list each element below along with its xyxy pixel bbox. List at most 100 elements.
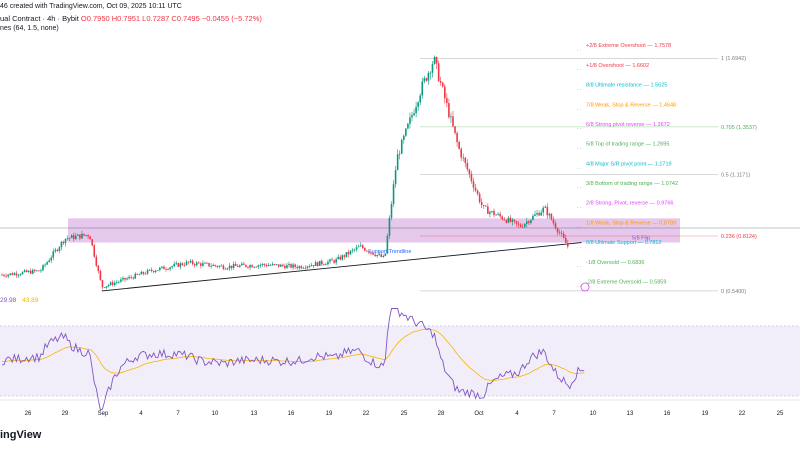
candle-body: [210, 265, 212, 267]
candle-body: [480, 202, 483, 206]
candle-body: [519, 224, 522, 227]
candle-body: [337, 256, 339, 260]
candle-body: [140, 271, 143, 275]
candle-body: [298, 266, 301, 269]
symbol-title: ual Contract · 4h · Bybit: [0, 14, 79, 23]
candle-body: [64, 238, 67, 244]
murrey-level-label: 7/8 Weak, Stop & Reverse — 1.4648: [586, 102, 676, 108]
candle-body: [409, 117, 411, 124]
candle-body: [528, 221, 530, 223]
candle-body: [271, 263, 274, 266]
candle-body: [366, 250, 368, 252]
chart-header-created: 46 created with TradingView.com, Oct 09,…: [0, 3, 182, 10]
candle-body: [58, 247, 61, 251]
candle-body: [173, 263, 175, 267]
candle-body: [435, 57, 438, 64]
murrey-marker: . .: [577, 145, 581, 151]
candle-body: [433, 57, 436, 64]
candle-body: [487, 206, 489, 214]
candle-body: [236, 265, 239, 267]
x-tick-label: 13: [627, 411, 634, 417]
candle-body: [544, 206, 547, 208]
tradingview-logo: ingView: [0, 429, 42, 441]
candle-body: [247, 266, 249, 268]
candle-body: [357, 246, 360, 248]
candle-body: [253, 266, 255, 268]
candle-body: [189, 260, 192, 263]
murrey-marker: . .: [577, 86, 581, 92]
candle-body: [261, 263, 264, 265]
x-tick-label: 16: [664, 411, 671, 417]
candle-body: [85, 235, 87, 236]
candle-body: [362, 245, 364, 249]
candle-body: [538, 213, 540, 216]
candle-body: [105, 286, 108, 288]
candle-body: [163, 266, 165, 270]
candle-body: [142, 271, 145, 274]
candle-body: [333, 260, 335, 263]
candle-body: [5, 275, 7, 277]
candle-body: [458, 142, 460, 149]
candle-body: [392, 184, 395, 204]
candle-body: [345, 252, 348, 257]
candle-body: [198, 262, 200, 264]
candle-body: [228, 265, 231, 269]
candle-body: [464, 157, 467, 163]
candle-body: [226, 268, 229, 270]
candle-body: [550, 213, 553, 220]
candle-body: [187, 261, 190, 263]
candle-body: [185, 261, 188, 266]
candle-body: [314, 262, 317, 267]
candle-body: [341, 255, 344, 260]
candle-body: [150, 269, 153, 271]
candle-body: [491, 210, 493, 212]
candle-body: [265, 265, 268, 267]
x-tick-label: 26: [25, 411, 32, 417]
candle-body: [36, 270, 38, 272]
candle-body: [77, 234, 79, 236]
murrey-level-label: +1/8 Overshoot — 1.6602: [586, 63, 649, 69]
candle-body: [329, 259, 331, 262]
candle-body: [202, 263, 204, 266]
candle-body: [534, 214, 536, 216]
candle-body: [218, 265, 221, 267]
candle-body: [50, 257, 52, 261]
candle-body: [386, 235, 389, 254]
candle-body: [417, 102, 419, 107]
candle-body: [411, 115, 413, 118]
candle-body: [466, 162, 469, 170]
x-tick-label: Sep: [98, 411, 109, 417]
fib-level-label: 0.5 (1.1171): [721, 173, 750, 179]
candle-body: [394, 170, 397, 185]
candle-body: [421, 81, 424, 96]
murrey-level-label: 3/8 Bottom of trading range — 1.0742: [586, 181, 678, 187]
candle-body: [497, 213, 499, 215]
fib-level-label: 0.705 (1.3537): [721, 125, 757, 131]
candle-body: [273, 263, 276, 265]
candle-body: [134, 273, 137, 279]
candle-body: [251, 265, 253, 268]
rsi-line: [1, 308, 585, 411]
candle-body: [468, 169, 471, 175]
candle-body: [470, 174, 473, 182]
candle-body: [485, 205, 487, 207]
candle-body: [111, 282, 114, 285]
rsi-ma-value: 43.89: [22, 297, 39, 304]
candle-body: [132, 277, 134, 279]
candle-body: [11, 273, 14, 275]
candle-body: [216, 265, 219, 267]
x-tick-label: 10: [590, 411, 597, 417]
candle-body: [161, 266, 163, 268]
candle-body: [13, 273, 16, 275]
candle-body: [530, 219, 532, 223]
candle-body: [405, 128, 407, 136]
candle-body: [239, 265, 241, 267]
candle-body: [444, 86, 446, 99]
candle-body: [439, 81, 442, 83]
x-tick-label: 7: [176, 411, 180, 417]
candle-body: [513, 219, 516, 222]
candle-body: [460, 148, 462, 158]
candle-body: [318, 260, 321, 266]
candle-body: [384, 253, 387, 256]
